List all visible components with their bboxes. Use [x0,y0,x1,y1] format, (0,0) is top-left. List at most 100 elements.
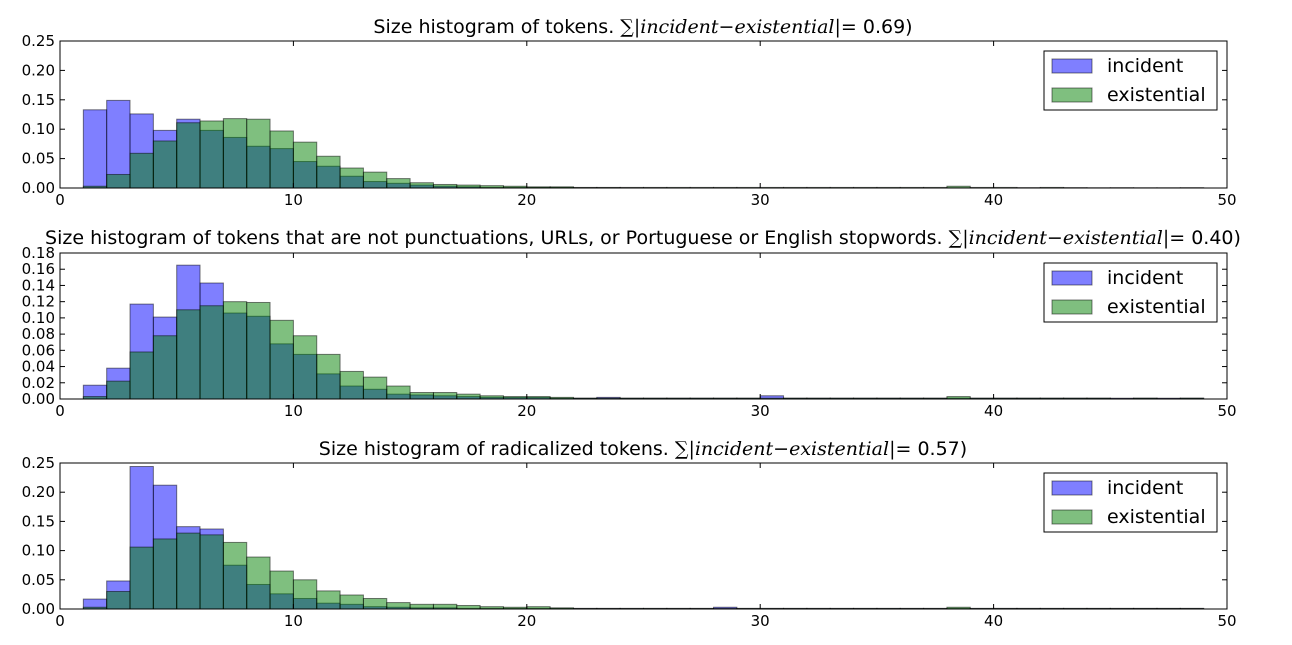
panel-3-bar-existential [199,534,224,610]
panel-3-plot: 0 10 20 30 40 50 0.00 0.05 0.10 0.15 0.20 0.25 incid… [22,454,1237,630]
panel-1-ytick-label: 0.10 [22,120,55,138]
panel-2-bar-existential [362,376,388,400]
panel-3-bar-existential [456,604,481,610]
panel-3-bar-existential [339,594,364,610]
panel-2-ytick-label: 0.06 [22,341,55,359]
panel-3-ytick-label: 0.00 [22,600,55,618]
panel-1-bar-existential [316,155,341,189]
panel-2-ytick-label: 0.00 [22,390,55,408]
panel-1-ytick-label: 0.20 [22,61,55,79]
panel-1-xtick-label: 20 [517,191,536,209]
panel-3-legend: incident existential [1043,472,1218,533]
panel-2-xtick-label: 50 [1217,402,1236,420]
panel-2-title: Size histogram of tokens that are not pu… [45,227,1241,249]
panel-3-bar-existential [432,603,458,610]
panel-1-ytick-label: 0.15 [22,91,55,109]
panel-2-xtick-label: 40 [984,402,1003,420]
panel-3-bar-existential [129,546,154,610]
panel-2-xtick-label: 30 [751,402,770,420]
panel-2-bar-existential [339,370,364,400]
panel-3-bar-existential [106,590,131,610]
panel-3-xtick-label: 10 [284,612,303,630]
panel-3-bar-existential [386,602,411,610]
panel-2-bar-existential [292,335,318,400]
panel-1-bar-existential [129,152,154,189]
panel-1-legend-swatch-incident [1051,58,1093,74]
panel-2-bar-existential [106,380,131,400]
panel-1-bar-existential [246,118,271,189]
panel-1-title: Size histogram of tokens. ∑|incident−exi… [373,16,912,38]
panel-2-ytick-label: 0.18 [22,244,55,262]
panel-1-bar-existential [339,167,364,189]
panel-3-xtick-label: 40 [984,612,1003,630]
panel-3-bar-existential [409,603,434,610]
panel-1-xtick-label: 40 [984,191,1003,209]
panel-1-bar-existential [222,118,248,189]
panel-2-bar-existential [432,392,458,400]
panel-2-bar-existential [222,301,248,400]
panel-1-ytick-label: 0.00 [22,179,55,197]
panel-2-bar-existential [456,393,481,400]
panel-3-bar-existential [222,541,248,610]
panel-2-ytick-label: 0.14 [22,276,55,294]
panel-2-ytick-label: 0.04 [22,358,55,376]
panel-3-legend-label-existential: existential [1107,506,1206,528]
panel-2-bar-existential [152,335,178,400]
panel-3-legend-swatch-existential [1051,509,1093,525]
panel-2-bar-existential [129,351,154,400]
panel-2-bar-existential [386,385,411,400]
panel-1-axes-frame [59,40,1228,189]
panel-2-bar-existential [199,305,224,400]
panel-1-xtick-label: 50 [1217,191,1236,209]
panel-3-xtick-label: 50 [1217,612,1236,630]
panel-2-bar-existential [316,353,341,400]
panel-2: Size histogram of tokens that are not pu… [22,227,1241,420]
panel-2-axes-frame [59,252,1228,400]
panel-2-ytick-label: 0.10 [22,309,55,327]
panel-1-bar-incident [82,109,108,189]
panel-1-xtick-label: 0 [55,191,65,209]
panel-3: Size histogram of radicalized tokens. ∑|… [22,438,1237,630]
panel-3-bar-existential [269,570,294,610]
panel-1-legend-swatch-existential [1051,87,1093,103]
panel-3-bar-existential [362,597,388,610]
panel-3-ytick-label: 0.25 [22,454,55,472]
panel-2-legend-label-incident: incident [1107,267,1183,289]
panel-1-bar-existential [362,171,388,189]
panel-1-legend: incident existential [1043,50,1218,111]
panel-3-ytick-label: 0.20 [22,483,55,501]
panel-1-bar-existential [199,120,224,189]
panel-1-bar-existential [409,182,434,189]
panel-2-ytick-label: 0.08 [22,325,55,343]
panel-1-legend-label-existential: existential [1107,84,1206,106]
panel-1-legend-label-incident: incident [1107,55,1183,77]
panel-1-bar-existential [386,178,411,189]
panel-2-xtick-label: 20 [517,402,536,420]
panel-2-legend: incident existential [1043,262,1218,323]
panel-1: Size histogram of tokens. ∑|incident−exi… [22,16,1237,209]
panel-1-xtick-label: 10 [284,191,303,209]
panel-3-xtick-label: 20 [517,612,536,630]
panel-3-xtick-label: 30 [751,612,770,630]
panel-3-ytick-label: 0.05 [22,571,55,589]
panel-1-bar-existential [292,141,318,189]
panel-2-ytick-label: 0.02 [22,374,55,392]
panel-3-legend-label-incident: incident [1107,477,1183,499]
panel-1-ytick-label: 0.25 [22,32,55,50]
panel-3-axes-frame [59,462,1228,610]
panel-2-ytick-label: 0.12 [22,293,55,311]
panel-1-bar-existential [432,183,458,189]
panel-2-bar-existential [269,319,294,400]
panel-3-bar-existential [152,538,178,610]
panel-3-xtick-label: 0 [55,612,65,630]
panel-2-xtick-label: 10 [284,402,303,420]
panel-3-title: Size histogram of radicalized tokens. ∑|… [319,438,967,460]
panel-2-legend-swatch-existential [1051,299,1093,315]
panel-2-bar-existential [409,392,434,400]
panel-3-ytick-label: 0.10 [22,542,55,560]
panel-3-bar-existential [316,590,341,610]
panel-1-bar-existential [106,173,131,189]
panel-1-bar-existential [176,122,201,189]
panel-1-plot: 0 10 20 30 40 50 0.00 0.05 0.10 0.15 0.20 0.25 incid… [22,32,1237,209]
